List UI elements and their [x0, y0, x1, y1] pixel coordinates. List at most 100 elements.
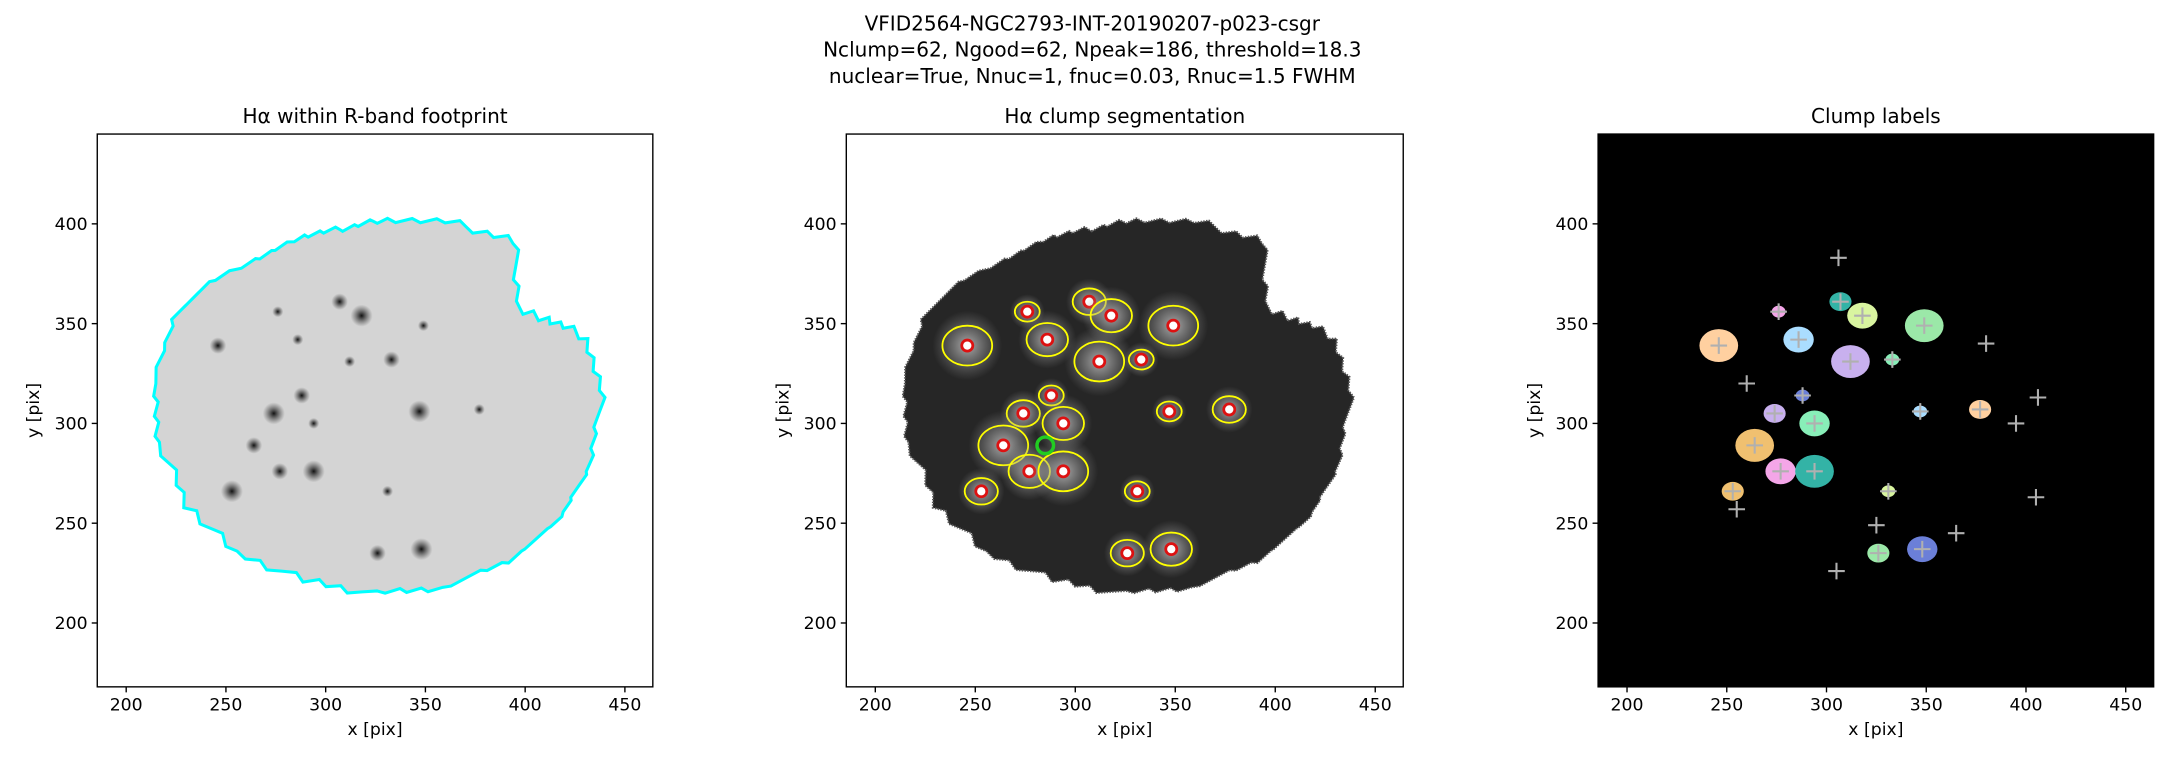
panel-title: Hα clump segmentation [1004, 104, 1245, 128]
emission-blob [381, 485, 394, 497]
suptitle: VFID2564-NGC2793-INT-20190207-p023-csgr [865, 11, 1321, 35]
y-axis-label: y [pix] [1525, 383, 1545, 438]
x-tick-label: 250 [1710, 695, 1743, 715]
peak-marker [1880, 482, 1897, 500]
x-tick-label: 250 [959, 695, 992, 715]
panel-title: Clump labels [1811, 104, 1941, 128]
peak-marker [1868, 516, 1885, 534]
clump-peak [1130, 484, 1145, 499]
y-tick-label: 200 [55, 614, 88, 634]
clump-peak [960, 338, 975, 353]
peak-marker [2007, 415, 2025, 432]
peak-marker [1728, 500, 1746, 518]
y-tick-label: 300 [1555, 415, 1588, 435]
peak-marker [1724, 482, 1742, 500]
peak-marker [1770, 303, 1787, 320]
clump-peak [1092, 354, 1107, 369]
clump-contour [1123, 480, 1151, 503]
emission-blob [308, 417, 320, 429]
y-tick-label: 200 [1555, 614, 1588, 634]
emission-blob [383, 351, 400, 368]
suptitle: nuclear=True, Nnuc=1, fnuc=0.03, Rnuc=1.… [829, 64, 1356, 88]
clump-peak [1222, 402, 1237, 417]
y-tick-label: 250 [804, 514, 837, 534]
peak-marker [2029, 389, 2047, 406]
y-tick-label: 350 [804, 315, 837, 335]
peak-marker [1915, 317, 1933, 334]
x-tick-label: 400 [2010, 695, 2043, 715]
clump-contour [1211, 395, 1247, 424]
peak-marker [1911, 403, 1929, 420]
clump-peak [1134, 352, 1149, 367]
emission-blob [344, 356, 356, 368]
peak-marker [1738, 375, 1756, 392]
emission-blob [272, 306, 284, 318]
emission-blob [293, 387, 311, 404]
y-tick-label: 300 [804, 415, 837, 435]
panel-title: Hα within R-band footprint [242, 104, 507, 128]
y-tick-label: 400 [804, 215, 837, 235]
peak-marker [1772, 463, 1789, 480]
axes-frame [845, 133, 1404, 688]
y-tick-label: 200 [804, 614, 837, 634]
clump-contour [1149, 531, 1193, 567]
peak-marker [1830, 249, 1847, 267]
suptitle: Nclump=62, Ngood=62, Npeak=186, threshol… [823, 38, 1361, 62]
y-tick-label: 400 [1555, 215, 1588, 235]
peak-marker [1947, 524, 1965, 542]
y-axis-label: y [pix] [773, 383, 793, 438]
x-tick-label: 400 [509, 695, 542, 715]
x-tick-label: 300 [1810, 695, 1843, 715]
clump-contour [1155, 400, 1183, 423]
emission-blob [350, 304, 373, 327]
y-tick-label: 400 [55, 215, 88, 235]
y-tick-label: 350 [1555, 315, 1588, 335]
peak-marker [1971, 401, 1989, 418]
peak-marker [1766, 405, 1783, 422]
y-tick-label: 250 [1555, 514, 1588, 534]
peak-marker [1746, 437, 1763, 454]
nucleus-marker [1035, 435, 1056, 456]
x-axis-label: x [pix] [1848, 720, 1903, 740]
peak-marker [2027, 488, 2045, 506]
clump-contour [1147, 304, 1200, 347]
peak-marker [1884, 351, 1901, 368]
emission-blob [292, 334, 304, 346]
emission-blob [408, 400, 431, 423]
x-tick-label: 200 [1611, 695, 1644, 715]
emission-blob [331, 293, 348, 310]
axes-frame [96, 133, 654, 688]
clump-peak [1104, 308, 1119, 323]
x-tick-label: 200 [859, 695, 892, 715]
clump-peak [1056, 416, 1071, 431]
y-axis-label: y [pix] [24, 383, 44, 438]
y-tick-label: 300 [55, 415, 88, 435]
peak-marker [1854, 307, 1871, 324]
x-tick-label: 350 [1910, 695, 1943, 715]
y-tick-label: 250 [55, 514, 88, 534]
peak-marker [1977, 335, 1995, 352]
peak-marker [1710, 337, 1728, 354]
x-tick-label: 300 [1059, 695, 1092, 715]
peak-marker [1806, 415, 1823, 432]
x-tick-label: 300 [309, 695, 342, 715]
image-background [1598, 134, 2154, 687]
clump-peak [1056, 464, 1071, 479]
peak-marker [1828, 562, 1845, 580]
emission-blob [209, 337, 227, 354]
emission-blob [369, 544, 386, 562]
peak-marker [1842, 353, 1859, 370]
clump-peak [1020, 304, 1035, 319]
x-tick-label: 200 [110, 695, 143, 715]
clump-peak [1040, 332, 1055, 347]
emission-blob [410, 538, 433, 561]
peak-marker [1832, 293, 1849, 310]
clump-contour [963, 477, 999, 506]
x-axis-label: x [pix] [1097, 720, 1152, 740]
plot-area [1598, 134, 2154, 687]
plot-area [901, 217, 1356, 595]
emission-blob [417, 320, 429, 332]
emission-blob [302, 460, 325, 483]
clump-peak [1162, 404, 1177, 419]
